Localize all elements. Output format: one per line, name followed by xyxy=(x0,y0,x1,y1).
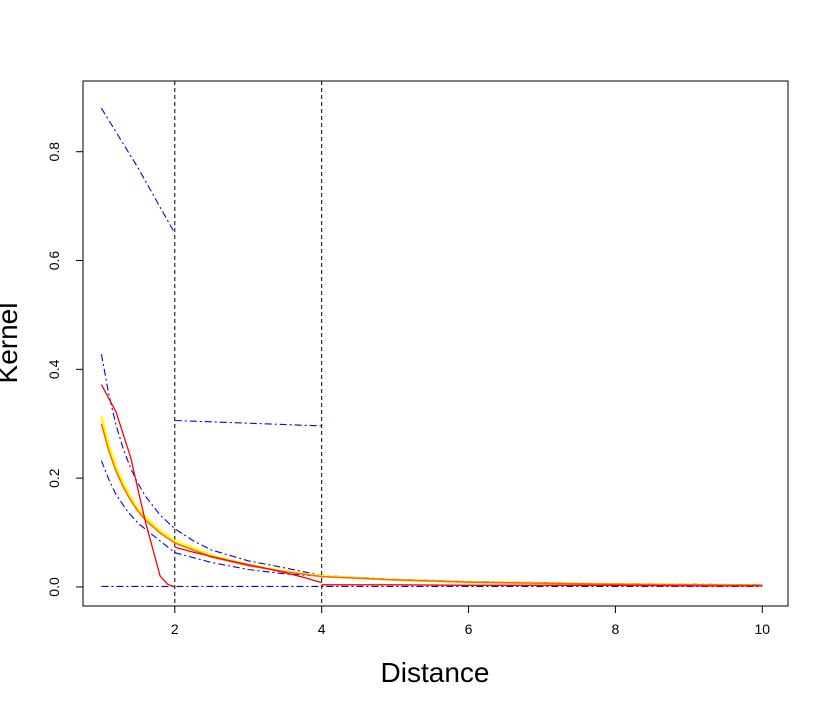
y-tick-label: 0.8 xyxy=(46,142,62,162)
y-tick-label: 0.4 xyxy=(46,359,62,379)
series-line-8 xyxy=(174,546,322,584)
y-axis: 0.0 0.2 0.4 0.6 0.8 xyxy=(46,142,84,597)
series-line-7 xyxy=(100,384,176,588)
x-axis: 2 4 6 8 10 xyxy=(171,605,771,637)
y-tick-label: 0.2 xyxy=(46,468,62,488)
series-line-0 xyxy=(100,107,176,234)
x-tick-label: 8 xyxy=(612,621,620,637)
series-line-1 xyxy=(174,419,322,427)
x-tick-label: 2 xyxy=(171,621,179,637)
series-line-9 xyxy=(321,584,763,587)
reference-vlines xyxy=(174,81,323,606)
series-line-6 xyxy=(100,423,763,587)
x-tick-label: 4 xyxy=(318,621,326,637)
y-axis-title: Kernel xyxy=(0,303,23,384)
series-line-3 xyxy=(100,460,763,586)
y-tick-label: 0.0 xyxy=(46,577,62,597)
x-axis-title: Distance xyxy=(381,657,490,688)
x-tick-label: 10 xyxy=(755,621,771,637)
x-tick-label: 6 xyxy=(465,621,473,637)
series-layer xyxy=(100,107,763,588)
plot-frame xyxy=(82,80,789,607)
y-tick-label: 0.6 xyxy=(46,251,62,271)
